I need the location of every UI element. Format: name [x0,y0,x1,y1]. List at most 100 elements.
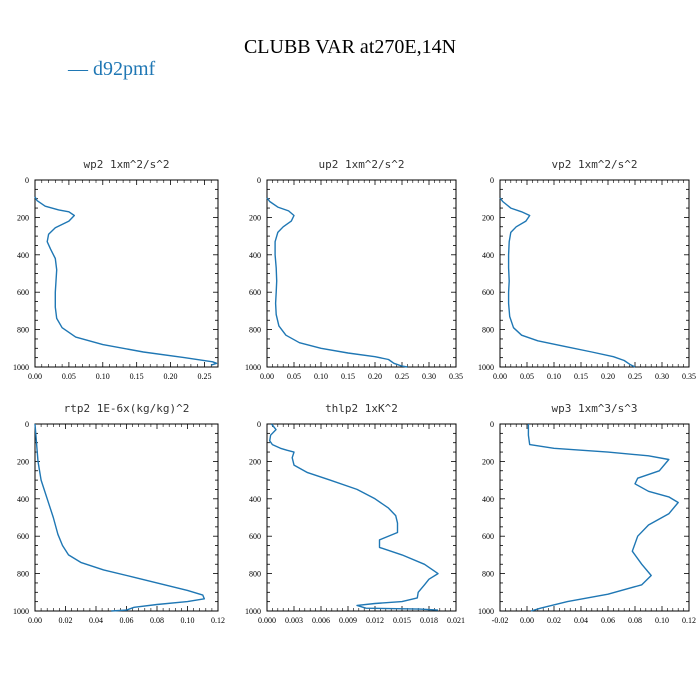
x-tick-label: 0.08 [150,616,164,625]
x-tick-label: 0.003 [285,616,303,625]
x-tick-label: -0.02 [492,616,509,625]
plot-frame [34,423,219,612]
y-tick-label: 400 [482,495,494,504]
y-tick-label: 200 [17,457,29,466]
plot-frame [499,179,690,368]
series-line [34,196,218,366]
chart-title: wp3 1xm^3/s^3 [551,402,637,415]
x-tick-label: 0.20 [601,372,615,381]
y-tick-label: 1000 [245,363,261,372]
x-tick-label: 0.02 [59,616,73,625]
y-tick-label: 600 [249,288,261,297]
plot-frame [34,179,219,368]
y-tick-label: 800 [17,570,29,579]
x-tick-label: 0.05 [287,372,301,381]
x-tick-label: 0.30 [422,372,436,381]
x-tick-label: 0.15 [341,372,355,381]
y-tick-label: 1000 [13,607,29,616]
y-tick-label: 200 [482,457,494,466]
y-tick-label: 600 [17,532,29,541]
chart-title: thlp2 1xK^2 [325,402,398,415]
y-tick-label: 400 [17,495,29,504]
y-tick-label: 600 [482,288,494,297]
x-tick-label: 0.015 [393,616,411,625]
y-tick-label: 800 [482,570,494,579]
x-tick-label: 0.15 [574,372,588,381]
y-tick-label: 400 [249,251,261,260]
x-tick-label: 0.06 [601,616,615,625]
legend-entry: — d92pmf [68,58,156,80]
y-tick-label: 0 [257,420,261,429]
x-tick-label: 0.10 [655,616,669,625]
page-title: CLUBB VAR at270E,14N [243,36,457,58]
x-tick-label: 0.10 [547,372,561,381]
y-tick-label: 800 [249,326,261,335]
x-tick-label: 0.10 [96,372,110,381]
x-tick-label: 0.30 [655,372,669,381]
x-tick-label: 0.06 [120,616,134,625]
y-tick-label: 200 [17,213,29,222]
x-tick-label: 0.021 [447,616,465,625]
y-tick-label: 1000 [478,363,494,372]
chart-title: wp2 1xm^2/s^2 [83,158,169,171]
x-tick-label: 0.35 [682,372,696,381]
x-tick-label: 0.006 [312,616,330,625]
plot-frame [266,423,457,612]
series-line [34,423,206,612]
x-tick-label: 0.10 [181,616,195,625]
x-tick-label: 0.00 [28,616,42,625]
chart-panel-6: wp3 1xm^3/s^3 0 200 400 600 800 1000-0.02 0.00 0… [478,402,696,625]
x-tick-label: 0.20 [368,372,382,381]
x-tick-label: 0.00 [520,616,534,625]
y-tick-label: 1000 [13,363,29,372]
y-tick-label: 800 [249,570,261,579]
x-tick-label: 0.02 [547,616,561,625]
x-tick-label: 0.00 [28,372,42,381]
y-tick-label: 800 [17,326,29,335]
series-line [269,423,439,611]
x-tick-label: 0.04 [574,616,588,625]
y-tick-label: 200 [249,457,261,466]
y-tick-label: 400 [482,251,494,260]
y-tick-label: 400 [249,495,261,504]
y-tick-label: 0 [257,176,261,185]
x-tick-label: 0.04 [89,616,103,625]
y-tick-label: 0 [490,176,494,185]
x-tick-label: 0.20 [164,372,178,381]
y-tick-label: 400 [17,251,29,260]
x-tick-label: 0.05 [520,372,534,381]
y-tick-label: 600 [17,288,29,297]
x-tick-label: 0.25 [628,372,642,381]
y-tick-label: 200 [249,213,261,222]
y-tick-label: 0 [25,176,29,185]
x-tick-label: 0.35 [449,372,463,381]
y-tick-label: 600 [249,532,261,541]
y-tick-label: 800 [482,326,494,335]
y-tick-label: 600 [482,532,494,541]
x-tick-label: 0.15 [130,372,144,381]
chart-title: vp2 1xm^2/s^2 [551,158,637,171]
x-tick-label: 0.000 [258,616,276,625]
x-tick-label: 0.25 [197,372,211,381]
series-line [527,424,679,612]
x-tick-label: 0.10 [314,372,328,381]
y-tick-label: 1000 [478,607,494,616]
x-tick-label: 0.012 [366,616,384,625]
y-tick-label: 0 [25,420,29,429]
plot-frame [266,179,457,368]
chart-panel-4: rtp2 1E-6x(kg/kg)^2 0 200 400 600 800 10000.00… [13,402,225,625]
x-tick-label: 0.018 [420,616,438,625]
chart-title: up2 1xm^2/s^2 [318,158,404,171]
x-tick-label: 0.12 [682,616,696,625]
x-tick-label: 0.05 [62,372,76,381]
x-tick-label: 0.25 [395,372,409,381]
y-tick-label: 200 [482,213,494,222]
series-line [266,197,408,368]
x-tick-label: 0.12 [211,616,225,625]
x-tick-label: 0.00 [493,372,507,381]
